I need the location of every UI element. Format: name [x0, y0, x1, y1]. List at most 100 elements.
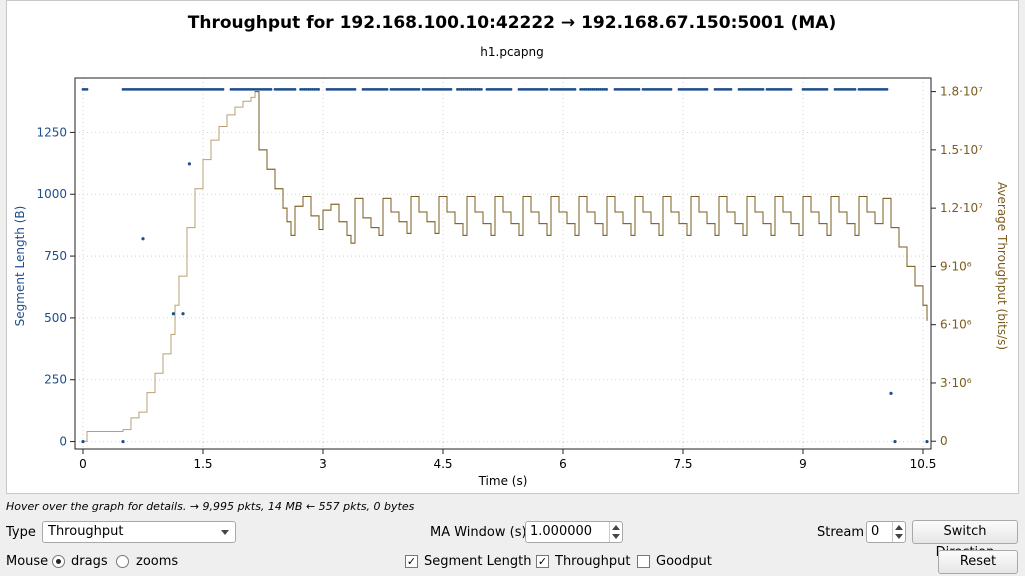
segment-point: [493, 87, 497, 91]
segment-point: [171, 87, 175, 91]
y1-tick-label: 1000: [36, 187, 67, 201]
goodput-checkbox[interactable]: [637, 555, 650, 568]
segment-point: [893, 439, 897, 444]
segment-point: [427, 87, 431, 91]
segment-point: [877, 87, 881, 91]
segment-point: [627, 87, 631, 91]
segment-point: [713, 87, 717, 91]
segment-point: [283, 87, 287, 91]
segment-point: [809, 87, 813, 91]
switch-direction-button[interactable]: Switch Direction: [912, 520, 1018, 560]
segment-point: [181, 87, 185, 91]
segment-point: [693, 87, 697, 91]
segment-point: [637, 87, 641, 91]
segment-point: [199, 87, 203, 91]
segment-point: [525, 87, 529, 91]
segment-length-checkbox[interactable]: ✓: [405, 555, 418, 568]
segment-point: [369, 87, 373, 91]
segment-point: [185, 87, 189, 91]
spin-down-icon[interactable]: [612, 534, 620, 539]
throughput-chart[interactable]: Throughput for 192.168.100.10:42222 → 19…: [7, 1, 1018, 493]
reset-button[interactable]: Reset: [938, 550, 1018, 574]
segment-point: [817, 87, 821, 91]
segment-point: [293, 87, 297, 91]
segment-point: [801, 87, 805, 91]
segment-point: [873, 87, 877, 91]
segment-point: [197, 87, 201, 91]
segment-point: [825, 87, 829, 91]
segment-point: [233, 87, 237, 91]
x-tick-label: 9: [799, 457, 807, 471]
segment-point: [381, 87, 385, 91]
segment-point: [833, 87, 837, 91]
segment-point: [517, 87, 521, 91]
segment-point: [437, 87, 441, 91]
segment-point: [243, 87, 247, 91]
segment-point: [583, 87, 586, 91]
stream-spinbox[interactable]: 0: [866, 521, 906, 543]
segment-point: [263, 87, 267, 91]
segment-point: [83, 87, 87, 91]
zooms-radio[interactable]: [116, 555, 129, 568]
segment-point: [231, 87, 235, 91]
segment-point: [259, 87, 263, 91]
spin-up-icon[interactable]: [612, 525, 620, 530]
segment-point: [753, 87, 757, 91]
segment-point: [689, 87, 693, 91]
segment-point: [393, 87, 397, 91]
segment-point: [397, 87, 401, 91]
segment-point: [767, 87, 771, 91]
segment-point: [167, 87, 171, 91]
throughput-checkbox[interactable]: ✓: [536, 555, 549, 568]
segment-point: [147, 87, 151, 91]
segment-point: [509, 87, 513, 91]
segment-point: [785, 87, 789, 91]
segment-point: [251, 87, 255, 91]
y2-tick-label: 1.8·10⁷: [940, 85, 983, 99]
spin-buttons[interactable]: [609, 522, 622, 542]
segment-point: [491, 87, 495, 91]
segment-point: [401, 87, 405, 91]
x-tick-label: 1.5: [193, 457, 212, 471]
segment-point: [747, 87, 751, 91]
segment-point: [361, 87, 365, 91]
y2-tick-label: 9·10⁶: [940, 259, 972, 273]
spin-up-icon[interactable]: [895, 525, 903, 530]
segment-point: [123, 87, 127, 91]
segment-point: [781, 87, 785, 91]
segment-point: [181, 312, 185, 316]
drags-radio[interactable]: [52, 555, 65, 568]
segment-point: [305, 87, 308, 91]
segment-point: [723, 87, 727, 91]
segment-point: [489, 87, 493, 91]
segment-point: [307, 87, 310, 91]
ma-window-spinbox[interactable]: 1.000000: [525, 521, 623, 543]
segment-point: [539, 87, 543, 91]
segment-point: [269, 87, 273, 91]
segment-point: [187, 87, 191, 91]
segment-point: [925, 439, 929, 444]
segment-point: [191, 87, 195, 91]
plot-frame[interactable]: Throughput for 192.168.100.10:42222 → 19…: [6, 0, 1019, 494]
segment-point: [875, 87, 879, 91]
segment-point: [441, 87, 445, 91]
segment-point: [365, 87, 369, 91]
segment-point: [563, 87, 567, 91]
segment-point: [703, 87, 707, 91]
segment-point: [743, 87, 747, 91]
segment-point: [389, 87, 393, 91]
segment-point: [501, 87, 505, 91]
segment-point: [495, 87, 499, 91]
segment-point: [589, 87, 592, 91]
segment-point: [605, 87, 608, 91]
segment-point: [779, 87, 783, 91]
segment-point: [311, 87, 314, 91]
segment-point: [619, 87, 623, 91]
spin-down-icon[interactable]: [895, 534, 903, 539]
stream-spin-buttons[interactable]: [892, 522, 905, 542]
segment-point: [201, 87, 205, 91]
segment-point: [759, 87, 763, 91]
type-select[interactable]: Throughput: [42, 521, 236, 543]
segment-point: [139, 87, 143, 91]
segment-point: [351, 87, 355, 91]
